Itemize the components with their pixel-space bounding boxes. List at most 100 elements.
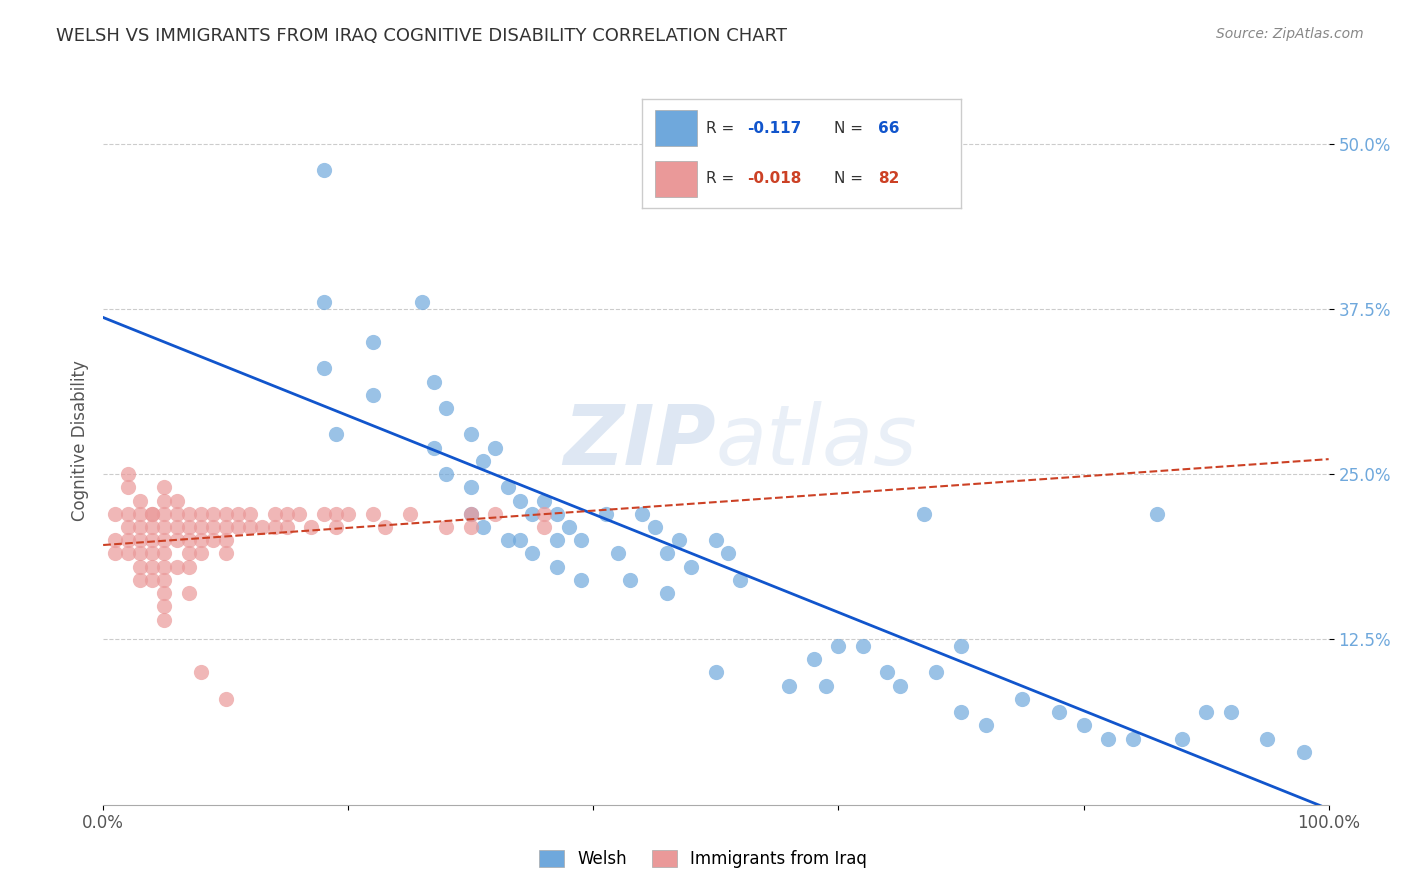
Point	[325, 427, 347, 442]
Point	[117, 533, 139, 548]
Point	[202, 533, 225, 548]
Point	[1047, 705, 1070, 719]
Point	[141, 507, 163, 521]
Point	[117, 467, 139, 482]
Point	[361, 388, 384, 402]
Point	[128, 493, 150, 508]
Point	[472, 520, 495, 534]
Point	[153, 613, 176, 627]
Point	[1146, 507, 1168, 521]
Point	[337, 507, 360, 521]
Point	[619, 573, 641, 587]
Point	[128, 520, 150, 534]
Point	[239, 507, 262, 521]
Point	[778, 679, 800, 693]
Point	[301, 520, 323, 534]
Point	[153, 480, 176, 494]
Point	[166, 559, 188, 574]
Point	[276, 520, 298, 534]
Point	[655, 546, 678, 560]
Point	[104, 507, 127, 521]
Point	[202, 507, 225, 521]
Text: ZIP: ZIP	[564, 401, 716, 482]
Point	[177, 507, 200, 521]
Point	[520, 507, 543, 521]
Point	[569, 573, 592, 587]
Point	[117, 520, 139, 534]
Point	[104, 533, 127, 548]
Point	[128, 559, 150, 574]
Point	[1073, 718, 1095, 732]
Point	[361, 334, 384, 349]
Y-axis label: Cognitive Disability: Cognitive Disability	[72, 360, 89, 522]
Point	[1122, 731, 1144, 746]
Point	[215, 507, 238, 521]
Point	[141, 507, 163, 521]
Point	[288, 507, 311, 521]
Point	[606, 546, 628, 560]
Point	[1170, 731, 1192, 746]
Point	[226, 520, 249, 534]
Point	[803, 652, 825, 666]
Point	[153, 546, 176, 560]
Point	[128, 533, 150, 548]
Point	[717, 546, 740, 560]
Point	[852, 639, 875, 653]
Point	[1256, 731, 1278, 746]
Point	[190, 665, 212, 680]
Point	[484, 507, 506, 521]
Point	[595, 507, 617, 521]
Point	[704, 533, 727, 548]
Point	[141, 559, 163, 574]
Point	[153, 586, 176, 600]
Point	[374, 520, 396, 534]
Point	[423, 441, 446, 455]
Text: WELSH VS IMMIGRANTS FROM IRAQ COGNITIVE DISABILITY CORRELATION CHART: WELSH VS IMMIGRANTS FROM IRAQ COGNITIVE …	[56, 27, 787, 45]
Point	[312, 361, 335, 376]
Point	[361, 507, 384, 521]
Point	[104, 546, 127, 560]
Point	[177, 520, 200, 534]
Point	[117, 546, 139, 560]
Point	[128, 546, 150, 560]
Point	[177, 546, 200, 560]
Point	[509, 533, 531, 548]
Point	[1219, 705, 1241, 719]
Point	[949, 705, 972, 719]
Point	[496, 480, 519, 494]
Point	[1294, 745, 1316, 759]
Point	[423, 375, 446, 389]
Point	[166, 533, 188, 548]
Point	[141, 573, 163, 587]
Point	[876, 665, 898, 680]
Point	[263, 507, 285, 521]
Point	[141, 520, 163, 534]
Point	[546, 533, 568, 548]
Point	[239, 520, 262, 534]
Point	[190, 520, 212, 534]
Point	[190, 507, 212, 521]
Point	[202, 520, 225, 534]
Point	[276, 507, 298, 521]
Point	[546, 559, 568, 574]
Point	[117, 480, 139, 494]
Point	[141, 546, 163, 560]
Point	[166, 520, 188, 534]
Point	[153, 599, 176, 614]
Point	[974, 718, 997, 732]
Text: Source: ZipAtlas.com: Source: ZipAtlas.com	[1216, 27, 1364, 41]
Point	[215, 546, 238, 560]
Point	[153, 493, 176, 508]
Point	[215, 520, 238, 534]
Point	[730, 573, 752, 587]
Point	[949, 639, 972, 653]
Point	[460, 520, 482, 534]
Point	[166, 507, 188, 521]
Point	[190, 546, 212, 560]
Point	[925, 665, 948, 680]
Point	[190, 533, 212, 548]
Point	[668, 533, 690, 548]
Point	[460, 480, 482, 494]
Point	[312, 507, 335, 521]
Point	[263, 520, 285, 534]
